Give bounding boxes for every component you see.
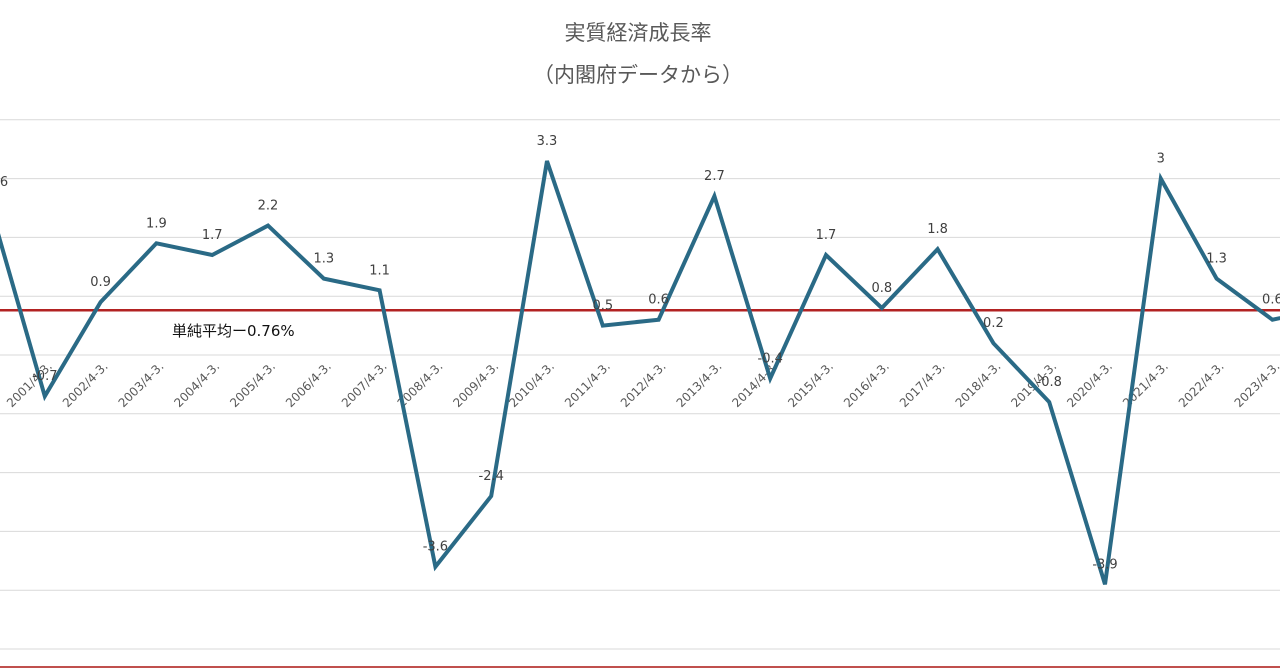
- data-label: 0.6: [648, 293, 669, 308]
- x-tick-label: 2023/4-3.: [1232, 359, 1280, 410]
- data-label: -0.4: [758, 352, 783, 367]
- x-tick-label: 2022/4-3.: [1176, 359, 1227, 410]
- gridlines: [0, 119, 1280, 650]
- x-tick-label: 2007/4-3.: [339, 359, 390, 410]
- data-label: 1.9: [146, 216, 167, 231]
- data-label: 3: [1157, 152, 1165, 167]
- data-label: 2.2: [258, 199, 279, 214]
- data-label: -0.8: [1037, 375, 1062, 390]
- data-label: 6: [0, 175, 8, 190]
- data-label: -3.9: [1092, 557, 1117, 572]
- chart-subtitle: （内閣府データから）: [533, 63, 743, 87]
- x-tick-label: 2002/4-3.: [60, 359, 111, 410]
- data-label: -0.7: [32, 369, 57, 384]
- x-tick-label: 2014/4-3.: [729, 359, 780, 410]
- x-axis-tick-labels: 2000/4-3.2001/4-3.2002/4-3.2003/4-3.2004…: [4, 359, 1280, 410]
- x-tick-label: 2003/4-3.: [116, 359, 167, 410]
- x-tick-label: 2012/4-3.: [618, 359, 669, 410]
- x-tick-label: 2005/4-3.: [227, 359, 278, 410]
- data-label: 1.3: [313, 252, 334, 267]
- x-tick-label: 2015/4-3.: [785, 359, 836, 410]
- x-tick-label: 2020/4-3.: [1064, 359, 1115, 410]
- data-label: 1.7: [202, 228, 223, 243]
- x-tick-label: 2011/4-3.: [562, 359, 613, 410]
- chart-title: 実質経済成長率: [565, 21, 712, 45]
- x-tick-label: 2004/4-3.: [171, 359, 222, 410]
- data-label: 1.3: [1206, 252, 1227, 267]
- data-label: 0.6: [1262, 293, 1280, 308]
- data-labels: 6 -0.7 0.9 1.9 1.7 2.2 1.3 1.1 -3.6 -2.4 3.3 0.5 0.6…: [0, 134, 1280, 572]
- average-annotation: 単純平均ー0.76%: [172, 322, 295, 340]
- data-label: 1.1: [369, 263, 390, 278]
- data-label: 0.2: [983, 316, 1004, 331]
- data-label: 3.3: [537, 134, 558, 149]
- data-label: 2.7: [704, 169, 725, 184]
- x-tick-label: 2009/4-3.: [450, 359, 501, 410]
- data-label: 1.7: [816, 228, 837, 243]
- x-tick-label: 2017/4-3.: [897, 359, 948, 410]
- data-label: 0.5: [592, 299, 613, 314]
- data-label: 0.9: [90, 275, 111, 290]
- data-label: 1.8: [927, 222, 948, 237]
- x-tick-label: 2018/4-3.: [953, 359, 1004, 410]
- x-tick-label: 2013/4-3.: [674, 359, 725, 410]
- x-tick-label: 2016/4-3.: [841, 359, 892, 410]
- data-label: 0.8: [871, 281, 892, 296]
- x-tick-label: 2021/4-3.: [1120, 359, 1171, 410]
- x-tick-label: 2001/4-3.: [4, 359, 55, 410]
- series-line: [0, 160, 1280, 585]
- data-label: -3.6: [423, 540, 448, 555]
- x-tick-label: 2006/4-3.: [283, 359, 334, 410]
- data-label: -2.4: [479, 469, 504, 484]
